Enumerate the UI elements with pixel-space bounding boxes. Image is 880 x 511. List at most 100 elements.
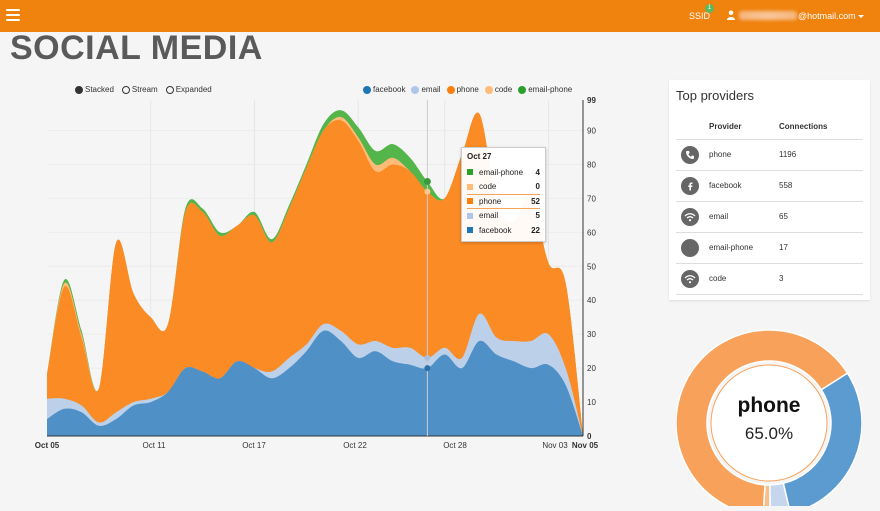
- facebook-icon: [681, 176, 699, 195]
- provider-name: facebook: [709, 170, 779, 202]
- y-tick-label: 80: [587, 160, 596, 169]
- y-tick-label: 50: [587, 262, 596, 271]
- x-tick-label: Oct 17: [242, 441, 266, 450]
- table-row[interactable]: email 65: [676, 201, 863, 233]
- tooltip-title: Oct 27: [467, 152, 492, 161]
- tooltip-swatch: [467, 198, 473, 205]
- tooltip-row: email-phone 4: [467, 165, 540, 180]
- provider-name: email-phone: [709, 232, 779, 264]
- donut-center: [710, 364, 828, 482]
- hover-point-facebook: [424, 365, 431, 372]
- x-tick-label: Nov 03: [542, 441, 568, 450]
- tooltip-row: code 0: [467, 180, 540, 195]
- wifi-icon: [681, 207, 699, 226]
- provider-connections: 558: [779, 170, 863, 202]
- legend-dot-icon: [518, 85, 527, 94]
- tooltip-row: facebook 22: [467, 223, 540, 238]
- chevron-down-icon[interactable]: [858, 15, 864, 18]
- legend-facebook[interactable]: facebook: [363, 85, 405, 94]
- hover-point-email: [424, 354, 431, 361]
- legend-email-phone[interactable]: email-phone: [518, 85, 572, 94]
- user-icon: [727, 10, 735, 20]
- tooltip-series-name: code: [479, 182, 497, 192]
- tooltip-series-name: email-phone: [479, 167, 524, 177]
- legend-dot-icon: [446, 85, 455, 94]
- y-tick-label: 20: [587, 364, 596, 373]
- chart-legend: facebook email phone code email-phone: [363, 85, 572, 94]
- hover-point-code: [424, 188, 431, 195]
- legend-code[interactable]: code: [484, 85, 512, 94]
- y-tick-label: 30: [587, 330, 596, 339]
- table-row[interactable]: code 3: [676, 263, 863, 295]
- donut-center-percent: 65.0%: [744, 424, 794, 443]
- provider-connections: 1196: [779, 139, 863, 171]
- wifi-icon: [681, 269, 699, 288]
- donut-slice-other[interactable]: [762, 484, 771, 511]
- y-tick-label: 99: [587, 96, 596, 105]
- tooltip-swatch: [467, 169, 473, 176]
- x-tick-label: Oct 05: [35, 441, 60, 450]
- x-tick-label: Oct 11: [143, 441, 167, 450]
- provider-connections: 65: [779, 201, 863, 233]
- tooltip-series-name: phone: [479, 196, 502, 206]
- radio-selected-icon: [75, 85, 83, 94]
- chart-mode-controls: Stacked Stream Expanded: [75, 85, 212, 94]
- legend-email[interactable]: email: [411, 85, 441, 94]
- y-tick-label: 90: [587, 127, 596, 136]
- provider-name: email: [709, 201, 779, 233]
- phone-icon: [681, 145, 699, 164]
- table-row[interactable]: facebook 558: [676, 170, 863, 202]
- page-title: SOCIAL MEDIA: [10, 29, 263, 67]
- column-header-connections: Connections: [779, 114, 863, 140]
- donut-slice-facebook[interactable]: [782, 372, 863, 511]
- tooltip-series-name: email: [479, 211, 499, 221]
- provider-donut-chart[interactable]: phone 65.0%: [675, 316, 863, 511]
- provider-connections: 17: [779, 232, 863, 264]
- donut-center-label: phone: [737, 394, 801, 417]
- column-header-provider: Provider: [709, 114, 779, 140]
- tooltip-series-name: facebook: [479, 225, 512, 235]
- stacked-area-chart[interactable]: Oct 05 Oct 11 Oct 17 Oct 22 Oct 28 Nov 03 Nov …: [0, 95, 610, 455]
- y-tick-label: 70: [587, 194, 596, 203]
- top-navbar: SSID 1 @hotmail.com: [0, 0, 880, 32]
- tooltip-row: phone 52: [467, 194, 540, 209]
- tooltip-swatch: [467, 212, 473, 219]
- radio-icon: [121, 85, 130, 94]
- panel-title: Top providers: [676, 88, 755, 103]
- y-tick-label: 40: [587, 296, 596, 305]
- radio-icon: [165, 85, 174, 94]
- ssid-badge: 1: [705, 4, 714, 13]
- ssid-link[interactable]: SSID: [689, 11, 711, 21]
- mode-stacked[interactable]: Stacked: [75, 85, 114, 94]
- provider-name: code: [709, 263, 779, 295]
- top-providers-panel: Top providers Provider Connections phone…: [669, 80, 870, 300]
- tooltip-series-value: 5: [535, 211, 540, 221]
- tooltip-swatch: [467, 183, 473, 190]
- tooltip-series-value: 0: [535, 182, 540, 192]
- chart-tooltip: Oct 27 email-phone 4 code 0 phone 52 email 5 fac…: [461, 147, 546, 242]
- mode-expanded[interactable]: Expanded: [165, 85, 212, 94]
- tooltip-swatch: [467, 227, 473, 234]
- table-row[interactable]: email-phone 17: [676, 232, 863, 264]
- tooltip-series-value: 22: [531, 225, 540, 235]
- provider-connections: 3: [779, 263, 863, 295]
- providers-table: Provider Connections phone 1196 facebook 55…: [676, 114, 863, 295]
- y-tick-label: 10: [587, 398, 596, 407]
- user-email[interactable]: @hotmail.com: [798, 11, 856, 21]
- tooltip-row: email 5: [467, 209, 540, 224]
- legend-dot-icon: [363, 85, 371, 94]
- email-redacted: [739, 11, 797, 20]
- mode-stream[interactable]: Stream: [121, 85, 158, 94]
- table-row[interactable]: phone 1196: [676, 139, 863, 171]
- tooltip-series-value: 4: [535, 167, 540, 177]
- donut-slice-phone[interactable]: [675, 329, 849, 511]
- legend-phone[interactable]: phone: [446, 85, 479, 94]
- x-tick-label: Nov 05: [572, 441, 599, 450]
- provider-name: phone: [709, 139, 779, 171]
- y-tick-label: 0: [587, 432, 592, 441]
- hamburger-menu-icon[interactable]: [6, 9, 20, 21]
- y-tick-label: 60: [587, 228, 596, 237]
- area-facebook: [47, 330, 583, 436]
- x-tick-label: Oct 28: [443, 441, 467, 450]
- circle-icon: [681, 238, 699, 257]
